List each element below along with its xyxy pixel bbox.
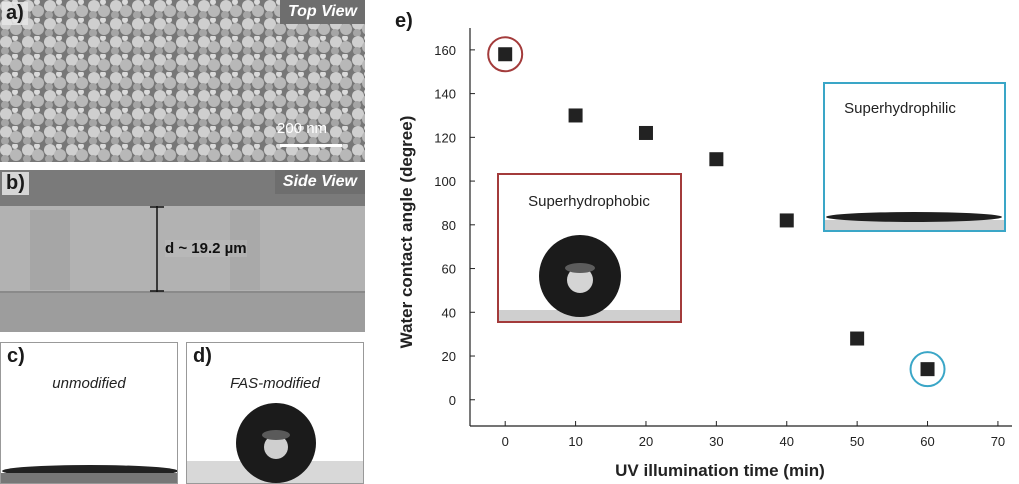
y-tick-label: 0 bbox=[449, 393, 456, 408]
flat-droplet-image bbox=[1, 465, 177, 483]
thickness-label: d ~ 19.2 µm bbox=[165, 240, 247, 257]
y-tick-label: 60 bbox=[442, 262, 456, 277]
data-point bbox=[498, 47, 513, 62]
panel-a-top-view: a) Top View 200 nm bbox=[0, 0, 365, 162]
panel-label-c: c) bbox=[7, 345, 25, 367]
scale-bar-label: 200 nm bbox=[277, 120, 328, 137]
x-tick-label: 60 bbox=[920, 434, 934, 449]
x-tick-label: 70 bbox=[991, 434, 1005, 449]
round-droplet-image bbox=[187, 403, 363, 483]
x-tick-label: 40 bbox=[780, 434, 794, 449]
data-point bbox=[638, 125, 653, 140]
data-points bbox=[498, 47, 935, 377]
y-tick-label: 40 bbox=[442, 305, 456, 320]
y-tick-label: 160 bbox=[434, 43, 456, 58]
data-point bbox=[568, 108, 583, 123]
panel-label-a: a) bbox=[2, 2, 28, 25]
highlight-circle bbox=[487, 36, 524, 73]
panel-label-b: b) bbox=[2, 172, 29, 195]
superhydrophilic-inset: Superhydrophilic bbox=[823, 82, 1006, 232]
panel-c-unmodified: c) unmodified bbox=[0, 342, 178, 484]
y-axis-label: Water contact angle (degree) bbox=[397, 116, 416, 349]
panel-label-e: e) bbox=[395, 10, 413, 32]
x-tick-label: 0 bbox=[502, 434, 509, 449]
x-tick-label: 50 bbox=[850, 434, 864, 449]
highlight-circles bbox=[487, 36, 946, 388]
y-tick-label: 140 bbox=[434, 87, 456, 102]
data-point bbox=[709, 152, 724, 167]
panel-label-d: d) bbox=[193, 345, 212, 367]
panel-d-fas-modified: d) FAS-modified bbox=[186, 342, 364, 484]
side-view-tag: Side View bbox=[274, 170, 365, 194]
y-tick-label: 20 bbox=[442, 349, 456, 364]
data-point bbox=[920, 362, 935, 377]
unmodified-label: unmodified bbox=[52, 375, 126, 392]
fas-modified-label: FAS-modified bbox=[230, 375, 320, 392]
scale-bar bbox=[280, 144, 342, 147]
data-point bbox=[850, 331, 865, 346]
sem-side-view-image bbox=[0, 170, 365, 332]
top-view-tag: Top View bbox=[279, 0, 365, 24]
superhydrophobic-inset: Superhydrophobic bbox=[497, 173, 682, 323]
x-tick-label: 10 bbox=[568, 434, 582, 449]
y-tick-label: 100 bbox=[434, 174, 456, 189]
y-tick-label: 120 bbox=[434, 130, 456, 145]
sem-top-view-image bbox=[0, 0, 365, 162]
superhydrophobic-label: Superhydrophobic bbox=[528, 193, 650, 210]
x-tick-label: 20 bbox=[639, 434, 653, 449]
x-tick-label: 30 bbox=[709, 434, 723, 449]
superhydrophilic-label: Superhydrophilic bbox=[844, 100, 956, 117]
panel-b-side-view: b) Side View d ~ 19.2 µm bbox=[0, 170, 365, 332]
y-ticks: 0 20 40 60 80 100 120 140 160 bbox=[434, 43, 475, 408]
y-tick-label: 80 bbox=[442, 218, 456, 233]
x-axis-label: UV illumination time (min) bbox=[615, 461, 825, 480]
x-ticks: 0 10 20 30 40 50 60 70 bbox=[502, 421, 1005, 449]
highlight-circle bbox=[909, 351, 946, 388]
data-point bbox=[779, 213, 794, 228]
